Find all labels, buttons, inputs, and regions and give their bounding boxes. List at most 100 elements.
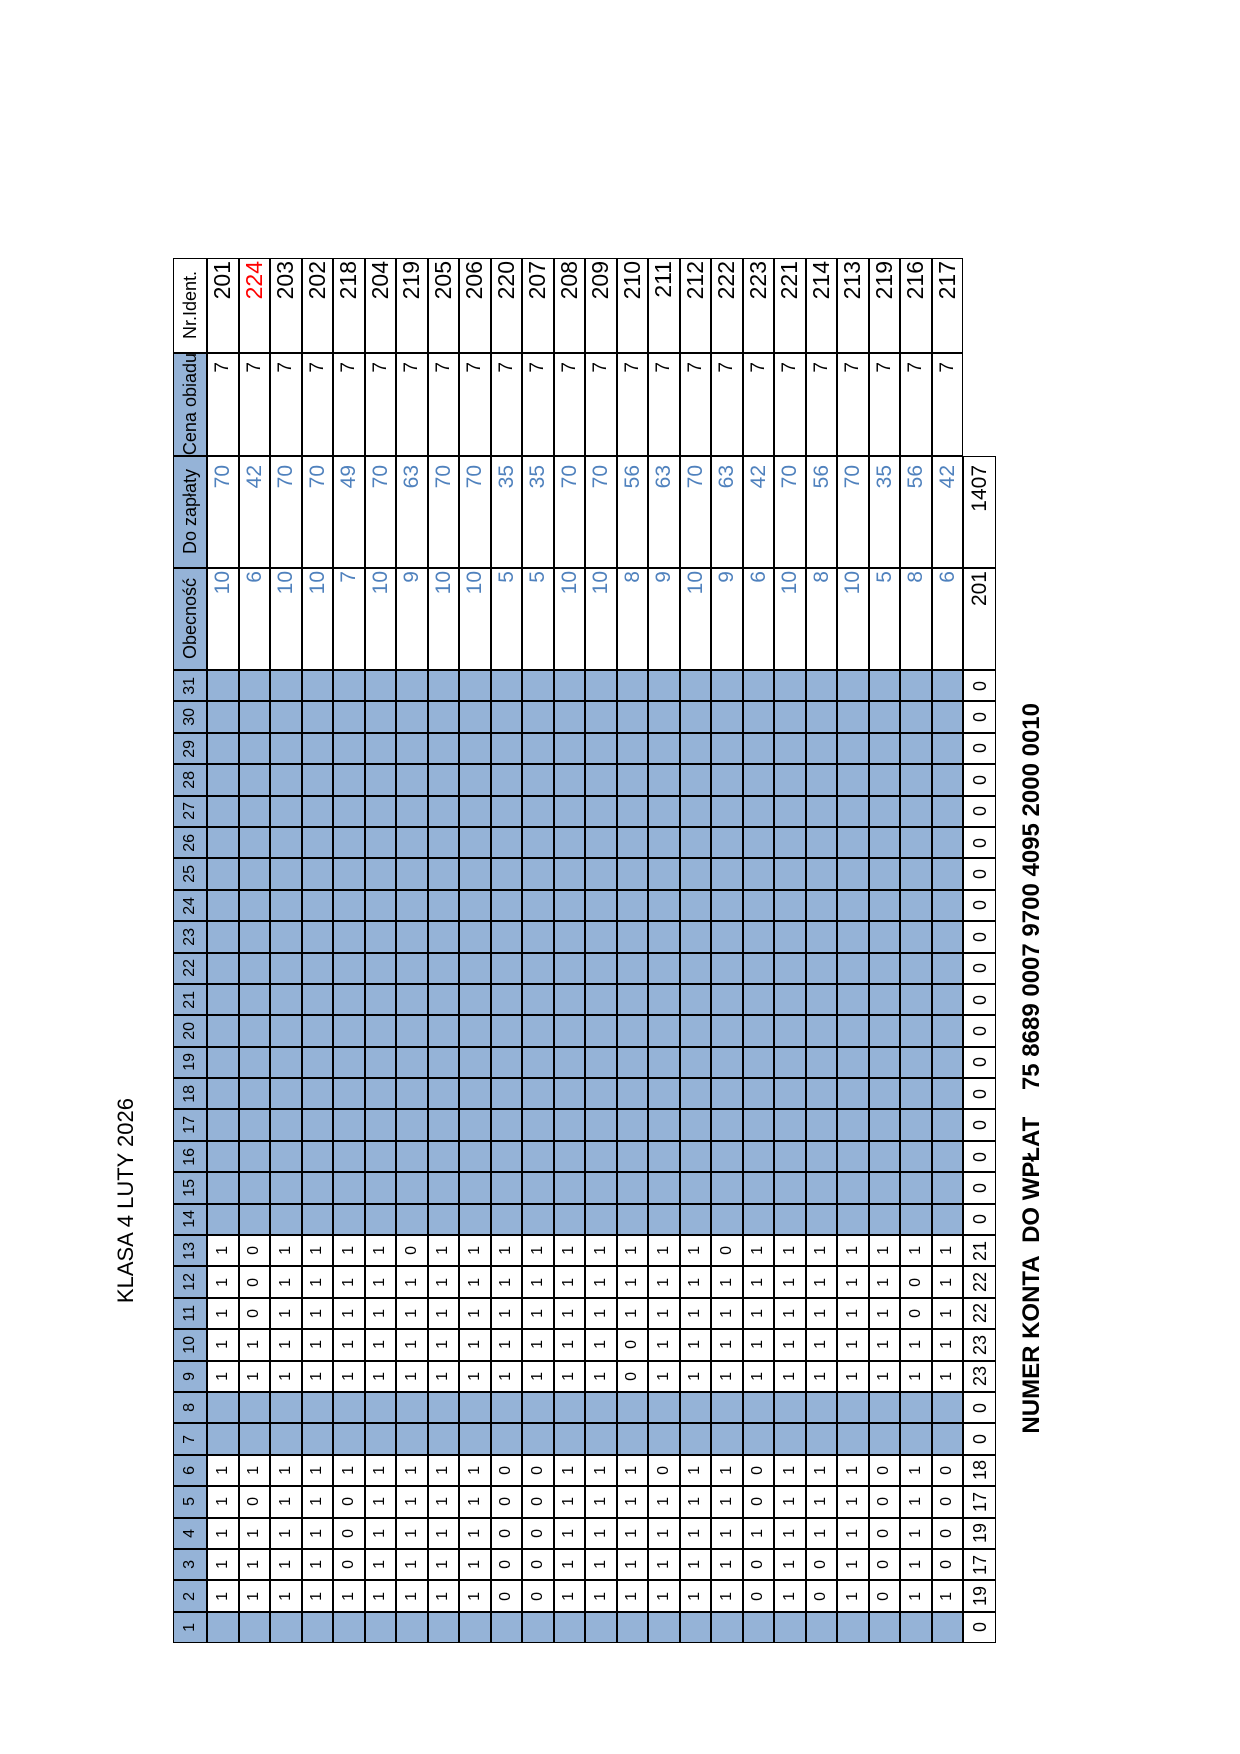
day-mark-cell-text: 0 [245,1309,263,1318]
day-mark-cell: 1 [648,1486,680,1518]
day-empty-cell [553,889,585,922]
day-empty-cell [648,1078,680,1110]
day-empty-cell [900,921,932,953]
day-empty-cell [270,889,302,922]
day-mark-cell: 1 [900,1235,932,1267]
day-empty-cell [900,1423,932,1455]
cell-attendance: 5 [522,568,554,670]
day-empty-cell [459,983,491,1016]
day-mark-cell: 1 [616,1517,648,1549]
day-header: 21 [173,983,207,1016]
day-empty-cell [364,1078,396,1110]
day-mark-cell: 1 [207,1454,239,1487]
cell-student-id-text: 219 [870,261,897,300]
day-mark-cell-text: 1 [812,1277,830,1287]
cell-price: 7 [301,353,333,456]
day-empty-cell [522,1611,554,1644]
day-mark-cell-text: 1 [339,1309,357,1318]
day-empty-cell [900,1391,932,1424]
day-mark-cell-text: 0 [339,1528,357,1538]
day-mark-cell-text: 1 [371,1340,389,1350]
day-mark-cell-text: 1 [843,1246,861,1256]
day-mark-cell: 1 [270,1235,302,1267]
day-mark-cell-text: 1 [560,1528,578,1538]
day-mark-cell-text: 0 [245,1277,263,1287]
day-empty-cell [396,889,428,922]
day-empty-cell [711,1140,743,1173]
day-empty-cell [270,670,302,702]
day-empty-cell [679,732,711,765]
cell-student-id: 218 [333,258,365,353]
cell-due: 70 [585,456,617,568]
day-empty-cell [805,1611,837,1644]
day-empty-cell [207,1015,239,1047]
cell-due-text: 70 [557,465,581,489]
day-mark-cell-text: 1 [245,1591,263,1601]
day-mark-cell-text: 1 [213,1340,231,1350]
day-empty-cell [774,952,806,984]
day-mark-cell-text: 1 [371,1246,389,1256]
day-mark-cell: 1 [207,1580,239,1612]
day-empty-cell [931,732,963,765]
day-mark-cell-text: 1 [245,1371,263,1381]
day-mark-cell: 1 [868,1235,900,1267]
day-total-cell-text: 0 [969,837,990,848]
day-total-cell: 0 [963,764,996,796]
price-header: Cena obiadu [173,353,207,456]
day-mark-cell-text: 1 [402,1340,420,1350]
day-total-cell: 0 [963,1078,996,1110]
day-mark-cell-text: 0 [875,1591,893,1601]
day-mark-cell-text: 1 [780,1466,798,1475]
day-empty-cell [553,826,585,859]
day-mark-cell-text: 0 [749,1560,767,1570]
cell-price: 7 [364,353,396,456]
cell-student-id: 224 [238,258,270,353]
day-empty-cell [270,1109,302,1141]
day-empty-cell [333,1611,365,1644]
day-empty-cell [711,701,743,733]
day-empty-cell [742,889,774,922]
day-empty-cell [427,952,459,984]
day-total-cell: 0 [963,1391,996,1424]
day-mark-cell: 1 [427,1580,459,1612]
day-empty-cell [301,1046,333,1079]
day-mark-cell: 1 [270,1360,302,1392]
day-mark-cell-text: 1 [875,1309,893,1318]
cell-due-text: 42 [746,465,770,489]
day-mark-cell-text: 1 [686,1528,704,1538]
cell-price: 7 [711,353,743,456]
day-mark-cell-text: 1 [402,1560,420,1570]
cell-student-id-text: 204 [366,261,393,300]
day-mark-cell-text: 1 [749,1246,767,1256]
day-empty-cell [396,1078,428,1110]
day-empty-cell [931,983,963,1016]
cell-student-id: 206 [459,258,491,353]
cell-student-id-text: 208 [555,261,582,300]
cell-attendance: 6 [931,568,963,670]
day-empty-cell [742,858,774,890]
cell-due: 63 [648,456,680,568]
day-mark-cell-text: 1 [843,1371,861,1381]
day-mark-cell: 1 [396,1329,428,1361]
cell-price: 7 [207,353,239,456]
day-empty-cell [679,1391,711,1424]
cell-attendance: 5 [868,568,900,670]
day-empty-cell [364,1203,396,1236]
day-mark-cell: 1 [837,1580,869,1612]
day-empty-cell [396,1391,428,1424]
day-header: 2 [173,1580,207,1612]
day-empty-cell [837,795,869,827]
day-mark-cell: 1 [837,1486,869,1518]
cell-due-text: 63 [400,465,424,489]
day-mark-cell-text: 0 [339,1560,357,1570]
day-mark-cell-text: 1 [843,1497,861,1507]
day-empty-cell [522,795,554,827]
cell-price: 7 [553,353,585,456]
day-empty-cell [774,826,806,859]
day-empty-cell [711,889,743,922]
day-mark-cell-text: 1 [402,1371,420,1381]
day-mark-cell: 1 [805,1266,837,1298]
day-total-cell: 0 [963,670,996,702]
day-empty-cell [868,1611,900,1644]
due-total-cell-text: 1407 [968,465,991,512]
